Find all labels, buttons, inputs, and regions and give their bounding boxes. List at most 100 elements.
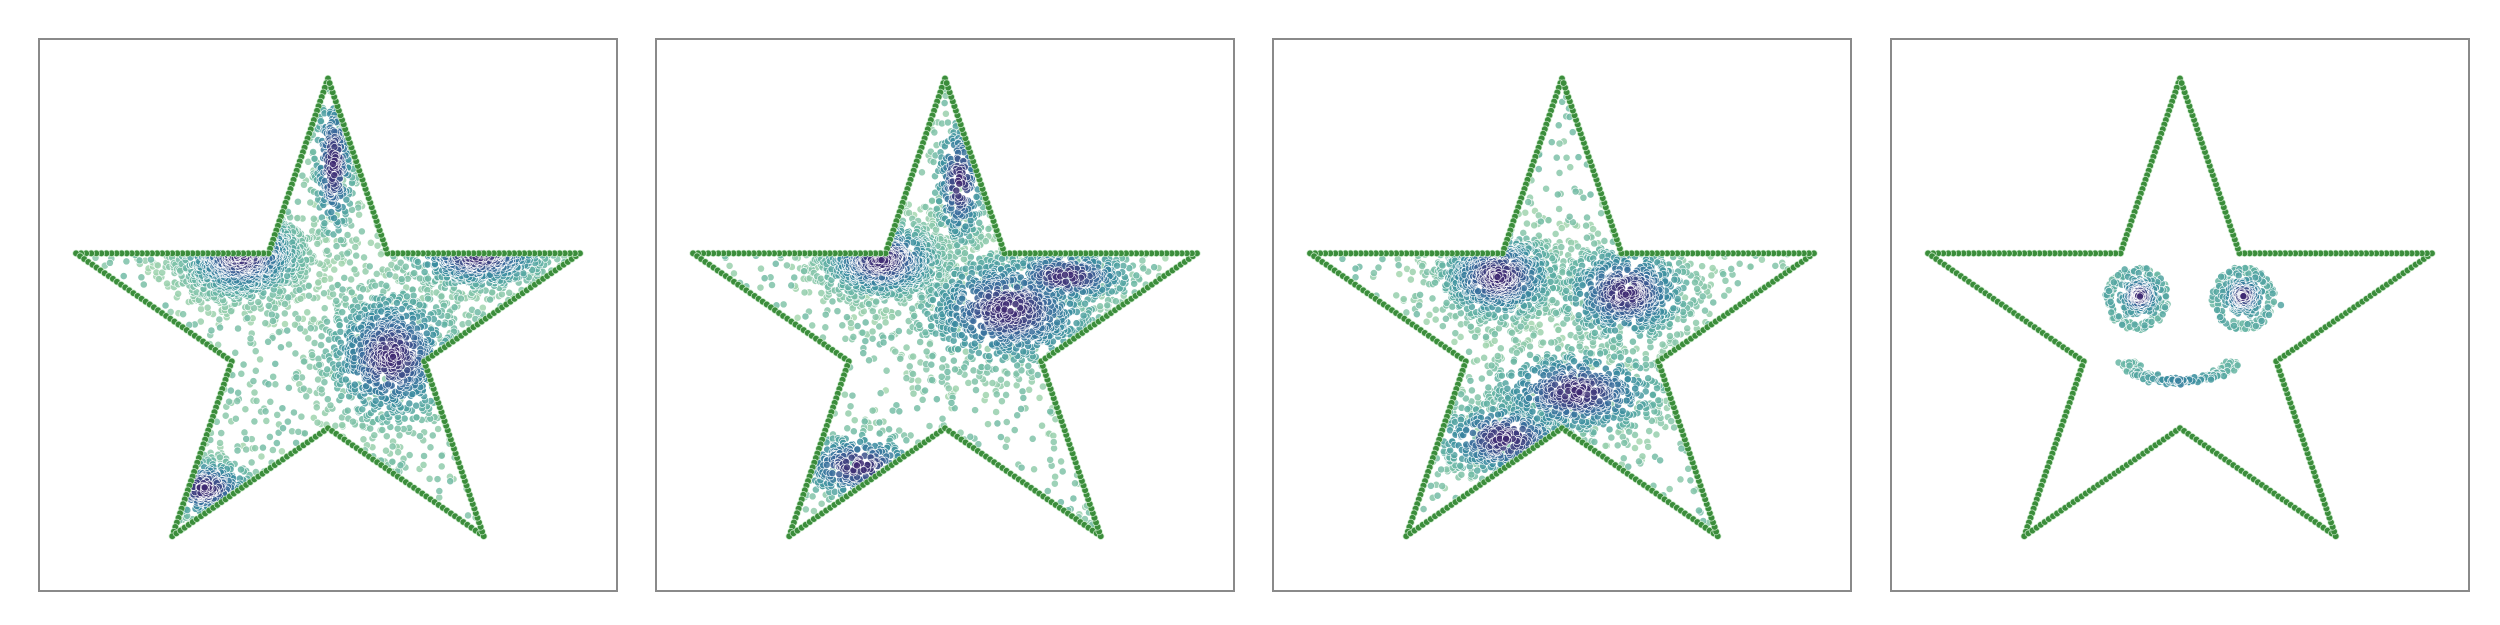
outline-point <box>325 79 334 87</box>
data-point <box>119 272 128 280</box>
data-point <box>914 376 923 385</box>
data-point <box>420 452 428 460</box>
data-point <box>332 297 341 305</box>
data-point <box>304 282 313 290</box>
data-point <box>928 376 936 384</box>
data-point <box>320 289 328 298</box>
data-point <box>313 239 322 248</box>
data-point <box>256 355 264 364</box>
data-point <box>359 285 367 294</box>
data-point <box>215 315 224 324</box>
data-point <box>396 258 405 267</box>
data-point <box>361 267 370 276</box>
data-point <box>396 461 405 470</box>
data-point <box>1001 352 1010 361</box>
data-point <box>397 275 406 284</box>
data-point <box>397 305 406 313</box>
data-point <box>991 365 1000 373</box>
data-point <box>234 324 242 333</box>
data-point <box>985 352 993 361</box>
data-point <box>231 348 240 357</box>
data-point <box>320 304 329 313</box>
data-point <box>1028 434 1037 443</box>
star-outline <box>72 74 584 540</box>
data-point <box>960 363 969 372</box>
data-point <box>410 269 418 277</box>
data-point <box>1024 362 1033 370</box>
data-point <box>272 439 281 447</box>
data-point <box>340 273 349 282</box>
data-point <box>336 236 345 245</box>
data-point <box>280 309 289 318</box>
data-point <box>264 337 272 346</box>
data-point <box>810 507 818 515</box>
data-point <box>905 362 914 371</box>
data-point <box>1150 263 1159 272</box>
data-point <box>337 392 346 400</box>
data-point <box>1046 455 1055 464</box>
data-point <box>849 333 858 341</box>
data-point <box>998 397 1006 406</box>
data-point <box>285 340 293 349</box>
data-point <box>269 372 278 381</box>
data-point <box>341 294 350 303</box>
data-point <box>163 279 171 288</box>
data-point <box>250 388 259 397</box>
data-point <box>800 288 809 297</box>
data-point <box>323 395 332 404</box>
data-point <box>992 408 1001 416</box>
data-point <box>868 334 877 343</box>
data-point <box>937 372 946 381</box>
data-point <box>768 281 776 289</box>
data-point <box>246 334 255 343</box>
data-point <box>422 329 431 338</box>
data-point <box>910 312 919 320</box>
data-point <box>372 270 381 278</box>
data-point <box>859 349 868 357</box>
data-point <box>281 300 289 308</box>
data-point <box>949 336 958 345</box>
data-point <box>875 418 884 427</box>
data-point <box>808 321 817 330</box>
data-point <box>343 249 352 258</box>
data-point <box>347 288 356 297</box>
data-point <box>264 380 273 389</box>
data-point <box>932 395 941 404</box>
data-point <box>323 317 331 326</box>
data-point <box>858 328 867 337</box>
data-point <box>881 318 890 327</box>
data-point <box>336 327 345 336</box>
data-point <box>1039 382 1047 391</box>
data-point <box>377 250 385 259</box>
data-point <box>251 366 260 375</box>
data-point <box>838 321 847 330</box>
data-point <box>868 307 877 315</box>
data-point <box>317 332 326 341</box>
data-point <box>239 360 248 369</box>
data-point <box>860 417 869 426</box>
data-point <box>846 402 855 411</box>
data-point <box>278 447 286 456</box>
data-point <box>917 293 926 302</box>
data-point <box>425 474 434 483</box>
data-point <box>817 499 826 508</box>
data-point <box>1111 297 1120 306</box>
data-point <box>333 253 342 262</box>
data-point <box>359 435 368 444</box>
data-point <box>908 304 917 313</box>
data-point <box>868 327 877 336</box>
data-point <box>300 429 309 438</box>
data-point <box>505 288 514 297</box>
data-point <box>1072 319 1081 328</box>
data-point <box>309 214 318 223</box>
data-point <box>1002 418 1011 426</box>
data-point <box>237 369 246 378</box>
data-point <box>882 366 891 375</box>
data-point <box>853 322 862 330</box>
data-point <box>233 397 242 405</box>
data-point <box>915 321 924 329</box>
data-point <box>905 209 913 217</box>
data-point <box>943 368 952 376</box>
data-point <box>498 290 506 299</box>
data-point <box>135 256 144 265</box>
